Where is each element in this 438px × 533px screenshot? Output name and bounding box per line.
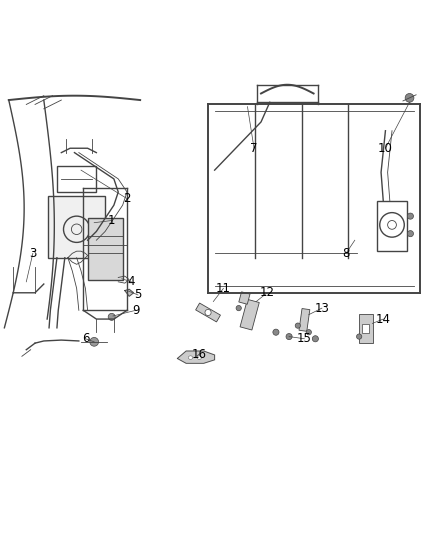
Text: 6: 6 xyxy=(81,332,89,345)
Circle shape xyxy=(286,334,292,340)
Polygon shape xyxy=(239,292,250,304)
Circle shape xyxy=(405,93,414,102)
Text: 10: 10 xyxy=(378,142,393,155)
Text: 8: 8 xyxy=(343,247,350,260)
Ellipse shape xyxy=(197,356,201,359)
Text: 3: 3 xyxy=(29,247,36,260)
Circle shape xyxy=(312,336,318,342)
Polygon shape xyxy=(177,351,215,364)
Text: 7: 7 xyxy=(250,142,258,155)
Text: 13: 13 xyxy=(314,302,329,314)
Circle shape xyxy=(108,313,115,320)
Circle shape xyxy=(273,329,279,335)
Polygon shape xyxy=(196,303,220,322)
Text: 1: 1 xyxy=(108,214,116,227)
Bar xyxy=(48,197,105,258)
Circle shape xyxy=(236,305,241,311)
Bar xyxy=(362,324,369,333)
Circle shape xyxy=(205,310,211,316)
Text: 12: 12 xyxy=(260,286,275,300)
Circle shape xyxy=(407,231,413,237)
Text: 9: 9 xyxy=(132,304,140,317)
Circle shape xyxy=(306,329,311,335)
Circle shape xyxy=(90,337,99,346)
Polygon shape xyxy=(125,289,134,296)
Bar xyxy=(359,314,373,343)
Circle shape xyxy=(295,323,300,328)
Text: 2: 2 xyxy=(123,192,131,205)
Text: 5: 5 xyxy=(134,288,141,302)
Bar xyxy=(88,219,123,280)
Text: 4: 4 xyxy=(127,276,135,288)
Text: 16: 16 xyxy=(192,348,207,361)
Text: 15: 15 xyxy=(297,332,312,345)
Ellipse shape xyxy=(188,356,193,359)
Bar xyxy=(57,166,96,192)
Text: 14: 14 xyxy=(376,312,391,326)
Bar xyxy=(377,201,407,251)
Circle shape xyxy=(407,213,413,219)
Polygon shape xyxy=(299,309,310,332)
Polygon shape xyxy=(240,300,259,330)
Circle shape xyxy=(357,334,362,339)
Text: 11: 11 xyxy=(216,282,231,295)
